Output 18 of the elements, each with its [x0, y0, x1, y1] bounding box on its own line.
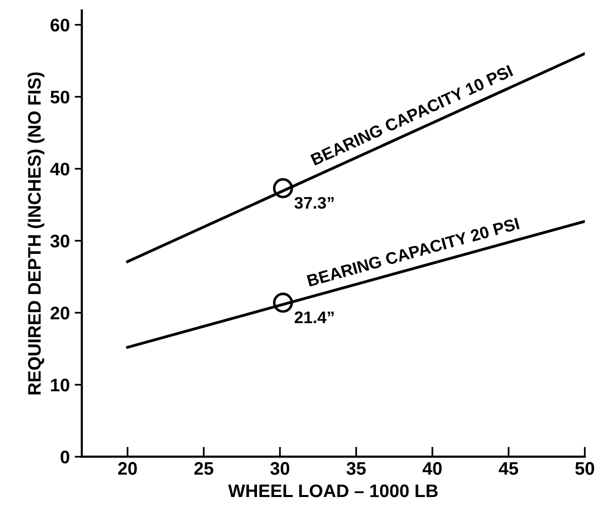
x-axis-title: WHEEL LOAD – 1000 LB [228, 484, 438, 498]
x-tick-label: 35 [346, 462, 366, 475]
y-tick-label: 60 [50, 18, 70, 32]
x-tick-label: 20 [118, 462, 137, 475]
data-label: 37.3” [294, 196, 334, 209]
y-tick-label: 0 [60, 450, 70, 464]
y-axis-title: REQUIRED DEPTH (INCHES) (NO FIS) [28, 72, 44, 394]
x-tick-label: 25 [194, 462, 214, 475]
x-tick-label: 50 [575, 462, 594, 475]
x-tick-label: 30 [270, 462, 290, 475]
y-tick-label: 30 [50, 234, 70, 248]
y-tick-label: 10 [51, 378, 70, 392]
y-tick-label: 20 [50, 306, 70, 320]
y-tick-label: 40 [50, 162, 70, 176]
y-tick-label: 50 [50, 90, 70, 104]
x-tick-label: 45 [498, 462, 518, 475]
x-tick-label: 40 [422, 462, 442, 475]
data-label: 21.4” [294, 311, 334, 324]
